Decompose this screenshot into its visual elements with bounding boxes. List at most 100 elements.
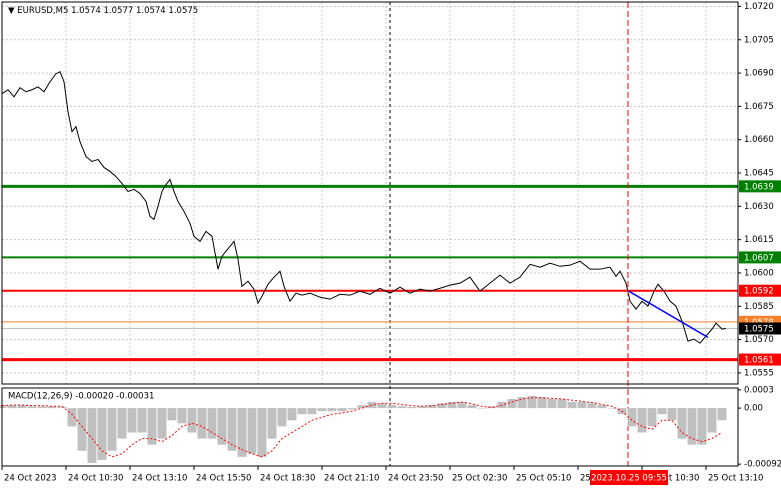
macd-bar bbox=[717, 408, 727, 421]
macd-bar bbox=[627, 408, 637, 427]
macd-bar bbox=[227, 408, 237, 451]
macd-bar bbox=[587, 403, 597, 409]
y-tick-label: 1.0615 bbox=[744, 235, 774, 245]
macd-bar bbox=[147, 408, 157, 445]
macd-bar bbox=[177, 408, 187, 424]
level-label-bg bbox=[739, 353, 781, 366]
macd-bar bbox=[97, 408, 107, 460]
macd-bar bbox=[517, 397, 527, 409]
macd-bar bbox=[487, 406, 497, 409]
header-arrow: ▼ bbox=[8, 6, 17, 16]
macd-bar bbox=[457, 402, 467, 409]
macd-bar bbox=[237, 408, 247, 457]
macd-bar bbox=[67, 408, 77, 427]
open: 1.0574 bbox=[71, 6, 101, 16]
macd-bar bbox=[377, 403, 387, 409]
macd-bar bbox=[417, 406, 427, 409]
level-label: 1.0592 bbox=[744, 287, 774, 297]
macd-bar bbox=[197, 408, 207, 439]
x-tick-label: 24 Oct 23:50 bbox=[388, 474, 443, 484]
macd-bar bbox=[47, 406, 57, 409]
macd-bar bbox=[107, 408, 117, 451]
high: 1.0577 bbox=[104, 6, 134, 16]
macd-bar bbox=[447, 402, 457, 409]
y-tick-label: 1.0630 bbox=[744, 202, 774, 212]
macd-bar bbox=[257, 408, 267, 457]
macd-bar bbox=[657, 408, 667, 415]
low: 1.0574 bbox=[136, 6, 166, 16]
macd-bar bbox=[137, 408, 147, 433]
y-tick-label: 0.00 bbox=[744, 404, 763, 414]
y-tick-label: 1.0555 bbox=[744, 368, 774, 378]
y-tick-label: 1.0720 bbox=[744, 2, 774, 12]
macd-bar bbox=[37, 406, 47, 409]
macd-bar bbox=[707, 408, 717, 433]
level-label: 1.0639 bbox=[744, 182, 774, 192]
level-label: 1.0561 bbox=[744, 356, 774, 366]
macd-bar bbox=[477, 408, 487, 409]
macd-bar bbox=[637, 408, 647, 433]
y-tick-label: 0.0003 bbox=[744, 385, 774, 395]
macd-title: MACD(12,26,9) -0.00020 -0.00031 bbox=[8, 392, 154, 402]
x-tick-label: 24 Oct 15:50 bbox=[196, 474, 251, 484]
y-tick-label: 1.0705 bbox=[744, 35, 774, 45]
macd-bar bbox=[547, 398, 557, 409]
macd-bar bbox=[697, 408, 707, 445]
macd-bar bbox=[527, 395, 537, 409]
x-tick-label: 25 Oct 10:30 bbox=[644, 474, 699, 484]
y-tick-label: 1.0660 bbox=[744, 135, 774, 145]
macd-bar bbox=[437, 403, 447, 409]
macd-bar bbox=[607, 408, 617, 409]
grid bbox=[2, 2, 738, 384]
level-label-bg bbox=[739, 284, 781, 297]
macd-bar bbox=[677, 408, 687, 439]
macd-bar bbox=[307, 408, 317, 415]
macd-bar bbox=[427, 405, 437, 409]
macd-bar bbox=[367, 402, 377, 409]
y-tick-label: 1.0690 bbox=[744, 69, 774, 79]
macd-bar bbox=[507, 398, 517, 409]
macd-bar bbox=[557, 398, 567, 409]
level-label: 1.0575 bbox=[744, 324, 774, 334]
macd-bar bbox=[337, 408, 347, 412]
y-tick-label: 1.0585 bbox=[744, 302, 774, 312]
symbol: EURUSD,M5 bbox=[17, 6, 68, 16]
macd-bar bbox=[347, 408, 357, 410]
macd-bar bbox=[597, 405, 607, 409]
macd-bar bbox=[267, 408, 277, 439]
chart-header: ▼ EURUSD,M5 1.0574 1.0577 1.0574 1.0575 bbox=[8, 6, 198, 16]
x-tick-label: 25 Oct 05:10 bbox=[516, 474, 571, 484]
marks bbox=[0, 2, 738, 466]
close: 1.0575 bbox=[168, 6, 198, 16]
macd-bar bbox=[87, 408, 97, 463]
x-tick-label: 24 Oct 10:30 bbox=[68, 474, 123, 484]
level-label-bg bbox=[739, 180, 781, 193]
x-tick-label: 24 Oct 21:10 bbox=[324, 474, 379, 484]
macd-bar bbox=[277, 408, 287, 427]
macd-bar bbox=[467, 405, 477, 409]
macd-bar bbox=[127, 408, 137, 433]
macd-bar bbox=[667, 408, 677, 421]
macd-bar bbox=[187, 408, 197, 433]
macd-bar bbox=[387, 405, 397, 409]
macd-bar bbox=[117, 408, 127, 439]
macd-bar bbox=[287, 408, 297, 421]
macd-bar bbox=[157, 408, 167, 439]
price-line bbox=[1, 71, 727, 344]
level-label-bg bbox=[739, 251, 781, 264]
level-label: 1.0607 bbox=[744, 253, 774, 263]
macd-bar bbox=[217, 408, 227, 445]
macd-bar bbox=[77, 408, 87, 451]
macd-bar bbox=[207, 408, 217, 439]
macd-bar bbox=[27, 406, 37, 409]
macd-bar bbox=[7, 405, 17, 409]
macd-bar bbox=[317, 408, 327, 412]
y-tick-label: 1.0645 bbox=[744, 169, 774, 179]
macd-bar bbox=[647, 408, 657, 427]
crosshair-label-bg bbox=[590, 470, 668, 485]
macd-bar bbox=[407, 406, 417, 409]
macd-pane-frame bbox=[1, 387, 739, 467]
macd-bar bbox=[0, 405, 7, 409]
crosshair-label: 2023.10.25 09:55 bbox=[591, 474, 667, 484]
